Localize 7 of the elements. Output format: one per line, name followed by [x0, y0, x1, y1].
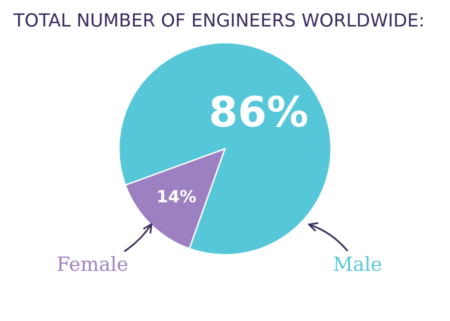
data-label: 86% [211, 95, 308, 127]
data-label: 14% [158, 190, 196, 203]
slice-label: Female [58, 256, 128, 272]
pie-slice [118, 42, 332, 256]
pie-slice [124, 148, 226, 250]
chart-title: TOTAL NUMBER OF ENGINEERS WORLDWIDE: [13, 13, 423, 27]
slice-label: Male [334, 256, 382, 272]
